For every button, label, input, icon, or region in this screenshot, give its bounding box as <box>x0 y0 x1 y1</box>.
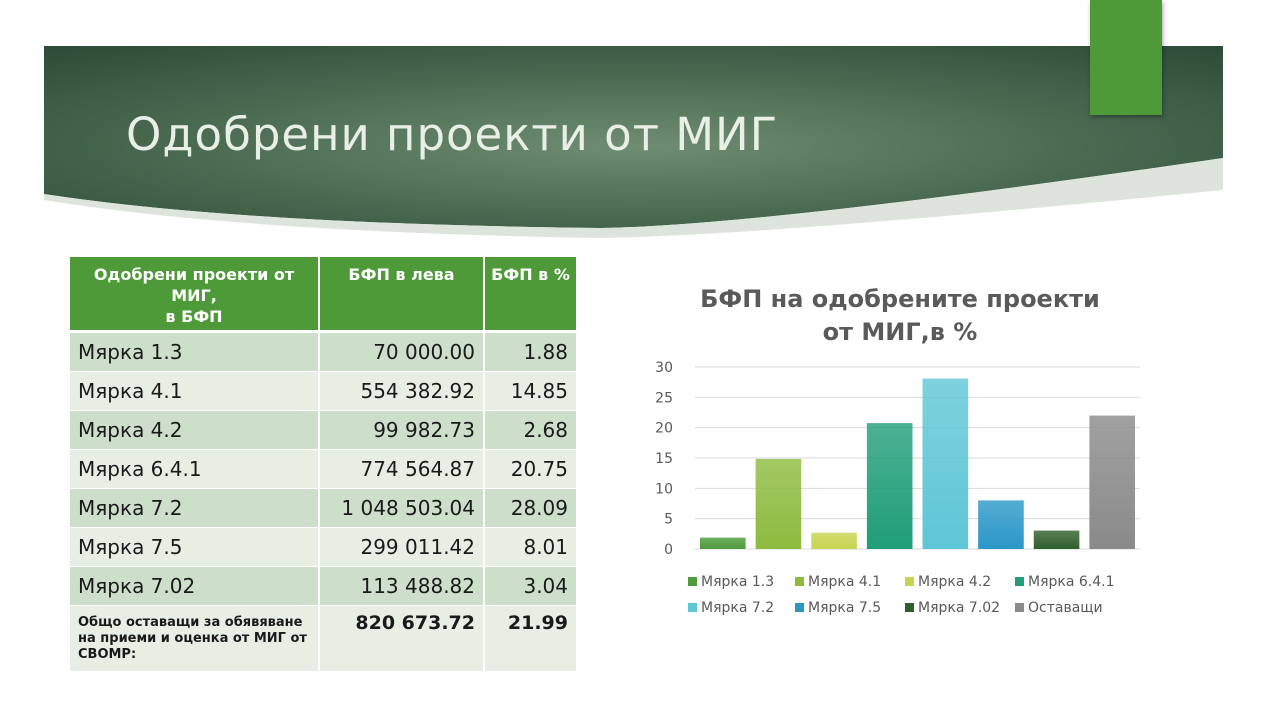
table-header-row: Одобрени проекти от МИГ, в БФП БФП в лев… <box>70 257 576 333</box>
bar-5 <box>922 378 969 549</box>
header-projects: Одобрени проекти от МИГ, в БФП <box>70 257 320 333</box>
bar-3 <box>811 532 857 549</box>
table-row: Мярка 1.3 70 000.00 1.88 <box>70 333 576 372</box>
percent-value: 2.68 <box>485 411 576 450</box>
total-amount: 820 673.72 <box>320 606 485 672</box>
header-amount: БФП в лева <box>320 257 485 333</box>
legend-swatch <box>1015 603 1024 612</box>
amount-value: 99 982.73 <box>320 411 485 450</box>
percent-value: 1.88 <box>485 333 576 372</box>
header-percent: БФП в % <box>485 257 576 333</box>
table-row: Мярка 7.5 299 011.42 8.01 <box>70 528 576 567</box>
table-row: Мярка 6.4.1 774 564.87 20.75 <box>70 450 576 489</box>
y-tick-label: 5 <box>664 512 673 528</box>
percent-value: 28.09 <box>485 489 576 528</box>
total-percent: 21.99 <box>485 606 576 672</box>
legend-label: Мярка 4.1 <box>808 574 881 590</box>
measure-label: Мярка 6.4.1 <box>70 450 320 489</box>
legend-swatch <box>1015 577 1024 586</box>
bar-chart: 0 5 10 15 20 25 30 Мярка 1.3 Мярка 4.1 Мярка 4.2 М… <box>655 360 1140 616</box>
y-tick-label: 25 <box>655 390 673 406</box>
slide-title: Одобрени проекти от МИГ <box>126 108 779 161</box>
amount-value: 70 000.00 <box>320 333 485 372</box>
amount-value: 1 048 503.04 <box>320 489 485 528</box>
bar-4 <box>866 423 913 549</box>
legend-swatch <box>688 577 697 586</box>
table-row: Мярка 4.1 554 382.92 14.85 <box>70 372 576 411</box>
y-tick-label: 10 <box>655 481 673 497</box>
legend-swatch <box>795 577 804 586</box>
measure-label: Мярка 7.5 <box>70 528 320 567</box>
table-total-row: Общо оставащи за обявяване на приеми и о… <box>70 606 576 672</box>
bar-6 <box>978 500 1024 549</box>
y-tick-label: 15 <box>655 451 673 467</box>
percent-value: 8.01 <box>485 528 576 567</box>
bar-8 <box>1089 415 1135 549</box>
percent-value: 3.04 <box>485 567 576 606</box>
bar-1 <box>700 537 746 549</box>
amount-value: 299 011.42 <box>320 528 485 567</box>
table-row: Мярка 4.2 99 982.73 2.68 <box>70 411 576 450</box>
measure-label: Мярка 7.02 <box>70 567 320 606</box>
legend-label: Мярка 4.2 <box>918 574 991 590</box>
legend-swatch <box>688 603 697 612</box>
legend-label: Оставащи <box>1028 600 1103 616</box>
percent-value: 20.75 <box>485 450 576 489</box>
measure-label: Мярка 4.2 <box>70 411 320 450</box>
title-banner <box>44 0 1223 238</box>
table-row: Мярка 7.2 1 048 503.04 28.09 <box>70 489 576 528</box>
amount-value: 554 382.92 <box>320 372 485 411</box>
legend-label: Мярка 7.5 <box>808 600 881 616</box>
amount-value: 774 564.87 <box>320 450 485 489</box>
total-label: Общо оставащи за обявяване на приеми и о… <box>70 606 320 672</box>
measure-label: Мярка 4.1 <box>70 372 320 411</box>
measure-label: Мярка 1.3 <box>70 333 320 372</box>
y-tick-label: 30 <box>655 360 673 376</box>
legend-label: Мярка 1.3 <box>701 574 774 590</box>
y-tick-label: 0 <box>664 542 673 558</box>
projects-table: Одобрени проекти от МИГ, в БФП БФП в лев… <box>70 257 576 672</box>
accent-block <box>1090 0 1162 115</box>
amount-value: 113 488.82 <box>320 567 485 606</box>
bar-2 <box>755 458 802 549</box>
percent-value: 14.85 <box>485 372 576 411</box>
table-row: Мярка 7.02 113 488.82 3.04 <box>70 567 576 606</box>
legend-label: Мярка 7.02 <box>918 600 1000 616</box>
legend-swatch <box>905 603 914 612</box>
legend-label: Мярка 7.2 <box>701 600 774 616</box>
measure-label: Мярка 7.2 <box>70 489 320 528</box>
legend-label: Мярка 6.4.1 <box>1028 574 1115 590</box>
legend-swatch <box>795 603 804 612</box>
bar-7 <box>1033 530 1080 549</box>
legend-swatch <box>905 577 914 586</box>
chart-title: БФП на одобрените проекти от МИГ,в % <box>700 285 1100 346</box>
y-tick-label: 20 <box>655 421 673 437</box>
